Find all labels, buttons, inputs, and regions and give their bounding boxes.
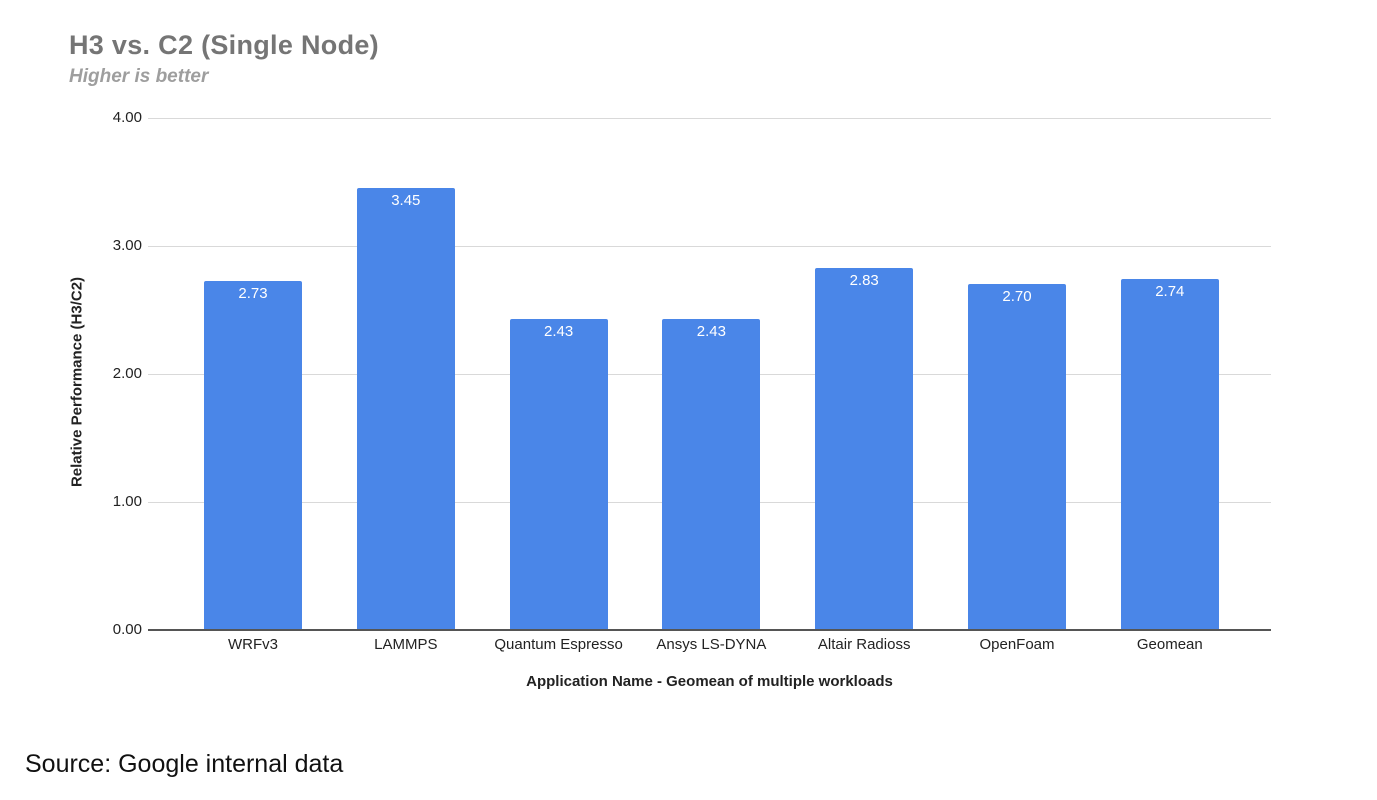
y-tick-label: 1.00 [112, 493, 142, 510]
x-tick-label: Quantum Espresso [494, 636, 623, 653]
bar [815, 267, 914, 630]
y-axis-label: Relative Performance (H3/C2) [68, 276, 86, 488]
y-tick-label: 0.00 [112, 621, 142, 638]
chart-title: H3 vs. C2 (Single Node) [69, 30, 379, 60]
bar [968, 284, 1066, 630]
bar-value-label: 2.73 [238, 284, 268, 302]
bar-value-label: 2.43 [543, 322, 574, 340]
source-note: Source: Google internal data [25, 750, 344, 778]
bar [356, 188, 455, 630]
x-tick-label: LAMMPS [374, 636, 438, 653]
chart-subtitle: Higher is better [69, 66, 209, 87]
y-tick-label: 3.00 [112, 237, 142, 254]
x-tick-label: OpenFoam [979, 636, 1055, 653]
gridline [148, 118, 1271, 119]
bar-value-label: 3.45 [391, 192, 421, 210]
x-tick-label: WRFv3 [228, 636, 278, 653]
y-tick-label: 2.00 [112, 365, 142, 382]
x-tick-label: Ansys LS-DYNA [656, 636, 767, 653]
x-tick-label: Geomean [1136, 636, 1203, 653]
bar-value-label: 2.43 [696, 322, 726, 340]
gridline [148, 246, 1271, 247]
bar [509, 318, 608, 630]
x-tick-label: Altair Radioss [817, 636, 911, 653]
bar-value-label: 2.74 [1155, 283, 1185, 301]
bar [204, 280, 302, 630]
bar-value-label: 2.83 [849, 271, 879, 289]
x-axis-baseline [148, 629, 1271, 631]
y-tick-label: 4.00 [112, 109, 142, 126]
bar-value-label: 2.70 [1002, 288, 1032, 306]
bar [662, 318, 761, 630]
x-axis-label: Application Name - Geomean of multiple w… [526, 673, 893, 690]
bar [1120, 279, 1219, 630]
